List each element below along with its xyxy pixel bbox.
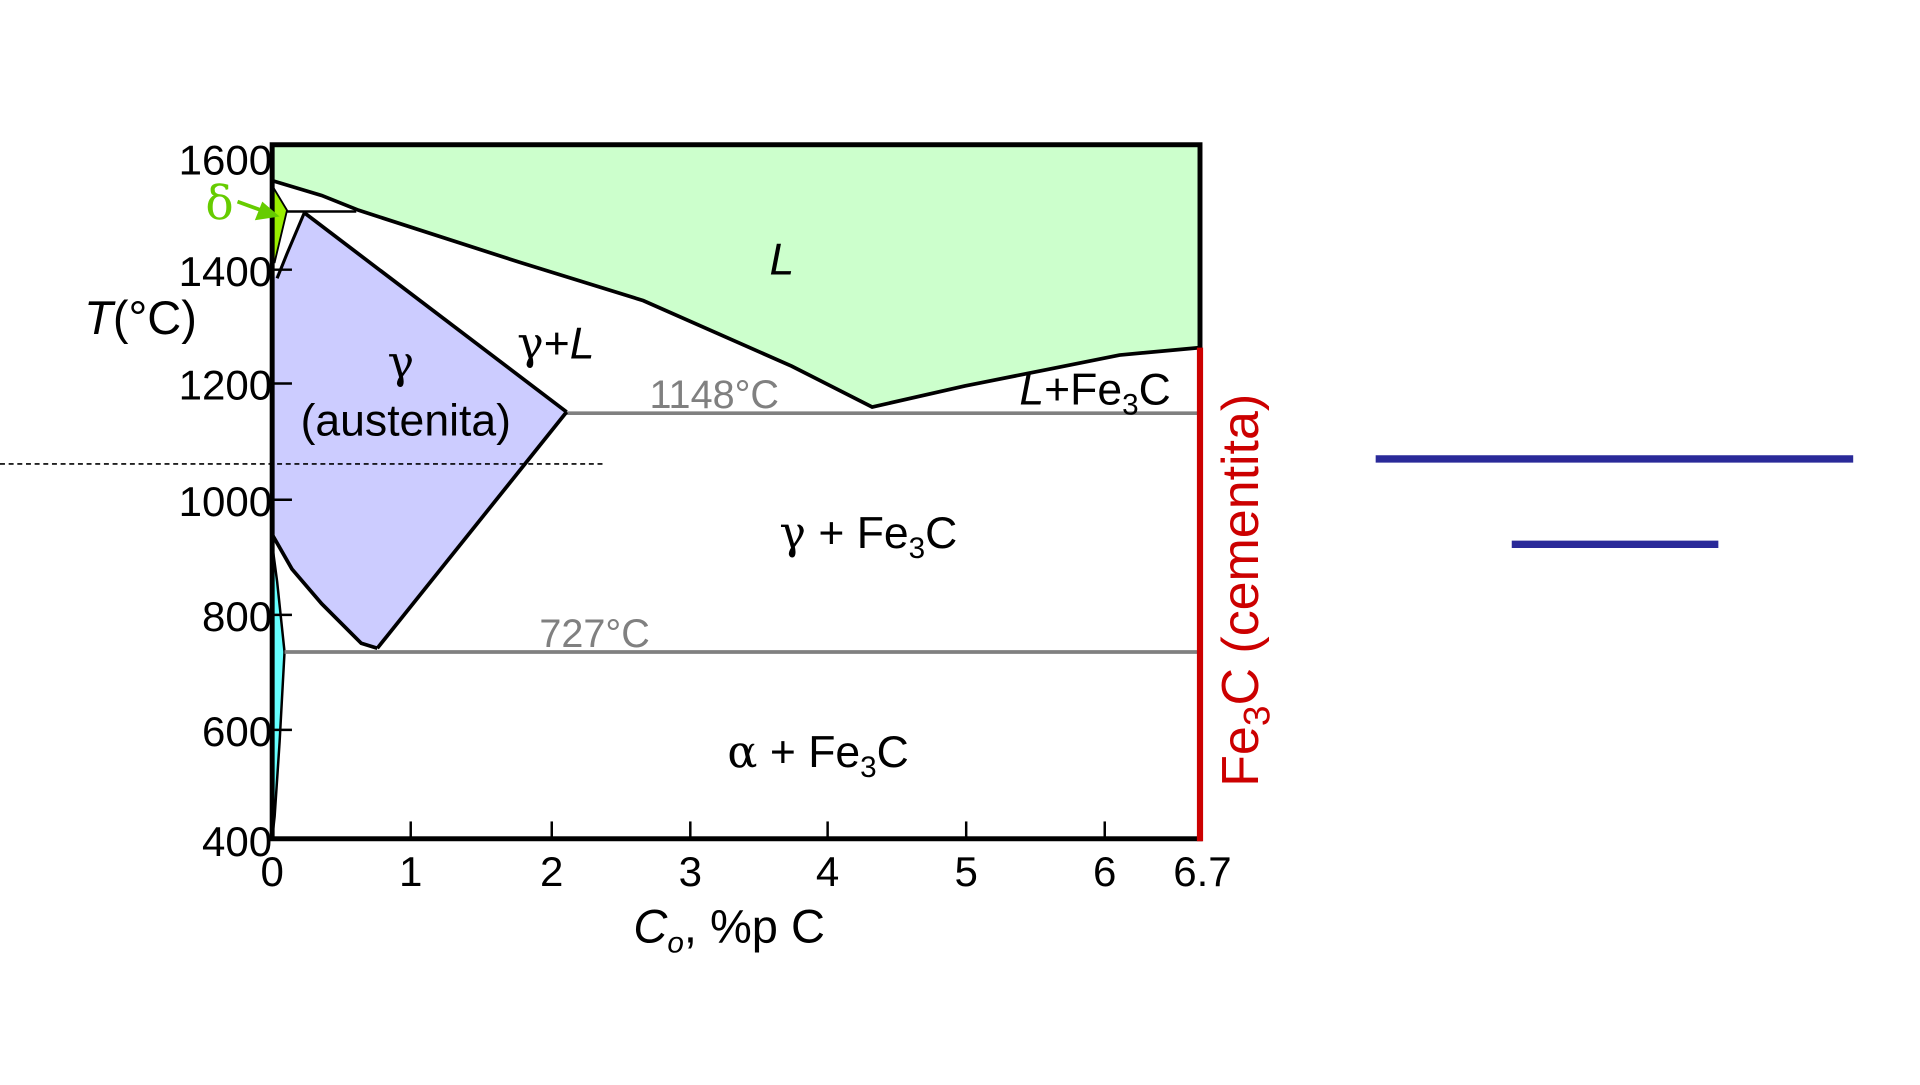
x-tick-6: 6 xyxy=(1093,848,1116,895)
a3-line xyxy=(270,533,378,651)
y-tick-1400: 1400 xyxy=(179,248,273,295)
x-axis-title: Co, %p C xyxy=(633,900,825,960)
x-axis-labels: 0 1 2 3 4 5 6 6.7 xyxy=(260,848,1231,895)
x-tick-0: 0 xyxy=(260,848,283,895)
y-tick-600: 600 xyxy=(202,708,272,755)
label-liquid: L xyxy=(769,236,794,285)
solidus-austenite xyxy=(303,211,568,414)
x-axis-ticks xyxy=(409,821,1106,839)
acm-line xyxy=(375,410,569,650)
y-axis-title: T(°C) xyxy=(84,291,197,344)
label-cementite: Fe3C (cementita) xyxy=(1212,394,1277,787)
y-tick-800: 800 xyxy=(202,593,272,640)
y-tick-400: 400 xyxy=(202,818,272,865)
liquid-region xyxy=(272,144,1201,408)
label-gamma: γ xyxy=(388,336,415,388)
y-axis-ticks xyxy=(272,268,292,732)
label-gamma-plus-liquid: γ+L xyxy=(517,318,594,370)
y-tick-1000: 1000 xyxy=(179,478,273,525)
x-tick-2: 2 xyxy=(540,848,563,895)
x-tick-6-7: 6.7 xyxy=(1173,848,1231,895)
label-austenita: (austenita) xyxy=(301,396,511,445)
x-tick-4: 4 xyxy=(816,848,839,895)
delta-arrow-icon xyxy=(236,199,280,221)
label-l-plus-fe3c: L+Fe3C xyxy=(1019,366,1170,422)
y-tick-1200: 1200 xyxy=(179,362,273,409)
label-727c: 727°C xyxy=(539,612,649,656)
label-gamma-plus-fe3c: γ + Fe3C xyxy=(779,507,957,565)
label-1148c: 1148°C xyxy=(649,373,779,417)
label-alpha-plus-fe3c: α + Fe3C xyxy=(727,726,908,784)
x-tick-1: 1 xyxy=(399,848,422,895)
austenite-region xyxy=(272,212,567,649)
x-tick-5: 5 xyxy=(954,848,977,895)
y-axis-labels: 1600 1400 1200 1000 800 600 400 xyxy=(179,136,273,865)
liquidus-line xyxy=(271,178,1201,409)
x-tick-3: 3 xyxy=(679,848,702,895)
y-tick-1600: 1600 xyxy=(179,136,273,183)
label-delta: δ xyxy=(205,176,233,231)
